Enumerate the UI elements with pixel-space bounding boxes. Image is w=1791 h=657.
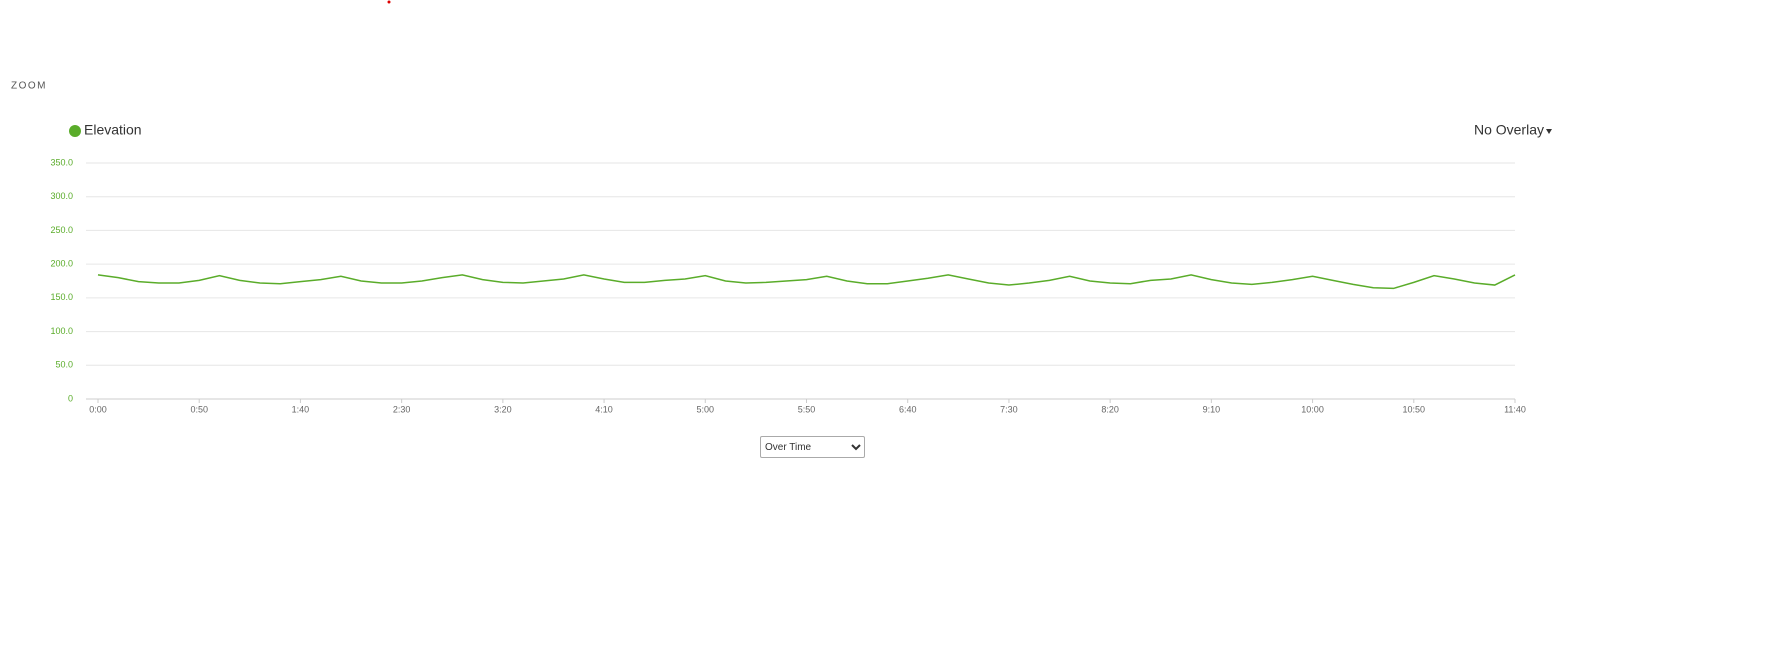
x-tick-label: 9:10 — [1203, 404, 1221, 414]
legend-label[interactable]: Elevation — [84, 122, 142, 138]
y-tick-label: 0 — [68, 393, 73, 403]
overlay-menu[interactable]: No Overlay — [1474, 122, 1544, 138]
line-series — [97, 274, 1516, 290]
y-tick-label: 50.0 — [55, 360, 73, 370]
x-tick-label: 7:30 — [1000, 404, 1018, 414]
y-tick-label: 150.0 — [50, 292, 73, 302]
dropdown-arrow[interactable] — [1546, 129, 1552, 134]
y-tick-label: 100.0 — [50, 326, 73, 336]
x-tick-label: 1:40 — [292, 404, 310, 414]
x-tick-label: 5:50 — [798, 404, 816, 414]
x-tick-label: 0:50 — [190, 404, 208, 414]
x-tick-label: 3:20 — [494, 404, 512, 414]
x-tick-label: 6:40 — [899, 404, 917, 414]
x-tick-label: 10:50 — [1403, 404, 1426, 414]
zoom-label[interactable]: ZOOM — [11, 81, 47, 92]
x-tick-label: 0:00 — [89, 404, 107, 414]
marker-dot — [387, 0, 391, 4]
x-tick-label: 2:30 — [393, 404, 411, 414]
y-tick-label: 300.0 — [50, 191, 73, 201]
x-tick-label: 8:20 — [1101, 404, 1119, 414]
x-tick-label: 10:00 — [1301, 404, 1324, 414]
x-tick-label: 11:40 — [1504, 404, 1526, 414]
view-select[interactable]: Over Time — [760, 436, 865, 458]
y-tick-label: 200.0 — [50, 259, 73, 269]
x-tick-label: 4:10 — [595, 404, 613, 414]
y-tick-label: 250.0 — [50, 225, 73, 235]
x-tick-label: 5:00 — [697, 404, 715, 414]
y-tick-label: 350.0 — [50, 157, 73, 167]
legend-swatch — [69, 125, 81, 137]
